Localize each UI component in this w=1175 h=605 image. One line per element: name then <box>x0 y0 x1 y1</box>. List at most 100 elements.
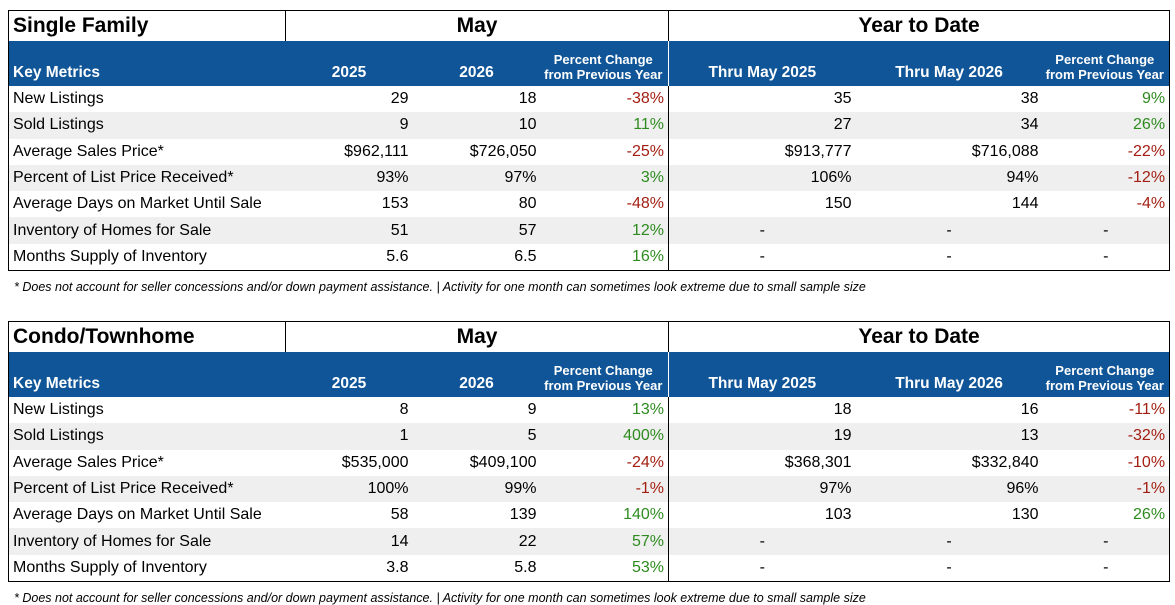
metric-value: $332,840 <box>855 449 1043 476</box>
metric-value: 34 <box>855 112 1043 139</box>
metric-value: $913,777 <box>668 138 856 165</box>
column-header-line: from Previous Year <box>544 378 663 393</box>
metric-value: 16 <box>855 397 1043 424</box>
group-header: Year to Date <box>668 321 1170 352</box>
metric-value: 153 <box>285 191 413 218</box>
column-header-line: Thru May 2025 <box>708 375 817 392</box>
metric-value: 80 <box>412 191 541 218</box>
metric-value: 27 <box>668 112 856 139</box>
data-row: Percent of List Price Received* 93% 97% 3% 1… <box>8 164 1170 192</box>
metric-value: -12% <box>1042 164 1170 192</box>
column-header: Thru May 2025 <box>668 41 856 86</box>
metric-value: -11% <box>1042 397 1170 424</box>
column-header: 2025 <box>285 41 413 86</box>
column-header-line: from Previous Year <box>1045 67 1164 82</box>
metric-value: - <box>1042 243 1170 271</box>
metric-value: -38% <box>540 86 669 113</box>
metric-value: 10 <box>412 112 541 139</box>
metric-value: -4% <box>1042 191 1170 218</box>
metric-value: 144 <box>855 191 1043 218</box>
metric-value: - <box>855 243 1043 271</box>
metric-value: 400% <box>540 423 669 450</box>
metric-label: Months Supply of Inventory <box>8 554 286 582</box>
metric-value: 97% <box>668 475 856 503</box>
metric-value: 19 <box>668 423 856 450</box>
metric-value: 11% <box>540 112 669 139</box>
data-row: New Listings 8 9 13% 18 16 -11% <box>8 397 1170 424</box>
column-header: Percent Change from Previous Year <box>1042 352 1170 397</box>
metric-value: 97% <box>412 164 541 192</box>
title-row: Condo/Townhome May Year to Date <box>9 321 1170 352</box>
metrics-table: Single Family May Year to Date Key Metrics 2… <box>8 10 1171 272</box>
metric-value: -32% <box>1042 423 1170 450</box>
group-header: May <box>284 10 669 41</box>
title-row: Single Family May Year to Date <box>9 10 1170 41</box>
column-header: Thru May 2026 <box>855 352 1043 397</box>
header-row: Key Metrics 2025 2026 Percent Change from Pr… <box>8 41 1170 86</box>
header-label: Key Metrics <box>8 352 286 397</box>
metric-value: 53% <box>540 554 669 582</box>
column-header: Percent Change from Previous Year <box>540 41 669 86</box>
metric-value: 103 <box>668 502 856 529</box>
data-row: Months Supply of Inventory 3.8 5.8 53% - - - <box>8 554 1170 582</box>
metric-value: 3% <box>540 164 669 192</box>
data-row: Sold Listings 9 10 11% 27 34 26% <box>8 112 1170 139</box>
metric-label: Percent of List Price Received* <box>8 164 286 192</box>
metric-value: 14 <box>285 528 413 555</box>
data-row: Sold Listings 1 5 400% 19 13 -32% <box>8 423 1170 450</box>
table-title: Single Family <box>13 14 149 37</box>
header-row: Key Metrics 2025 2026 Percent Change from Pr… <box>8 352 1170 397</box>
metric-label: New Listings <box>8 86 286 113</box>
metric-value: - <box>1042 528 1170 555</box>
metric-value: $368,301 <box>668 449 856 476</box>
metric-value: 6.5 <box>412 243 541 271</box>
metrics-table: Condo/Townhome May Year to Date Key Metrics… <box>8 321 1171 583</box>
metric-value: - <box>855 528 1043 555</box>
metric-value: 150 <box>668 191 856 218</box>
metric-value: 26% <box>1042 112 1170 139</box>
column-header: Percent Change from Previous Year <box>540 352 669 397</box>
metric-label: Average Days on Market Until Sale <box>8 191 286 218</box>
metric-value: 130 <box>855 502 1043 529</box>
metric-value: -1% <box>540 475 669 503</box>
metric-value: - <box>855 554 1043 582</box>
metric-value: 100% <box>285 475 413 503</box>
metric-value: 57% <box>540 528 669 555</box>
column-header: 2025 <box>285 352 413 397</box>
metric-value: 139 <box>412 502 541 529</box>
column-header-line: 2025 <box>331 64 367 81</box>
metric-value: 106% <box>668 164 856 192</box>
header-label: Key Metrics <box>8 41 286 86</box>
metric-label: Sold Listings <box>8 112 286 139</box>
metric-label: Inventory of Homes for Sale <box>8 217 286 244</box>
metric-value: 18 <box>668 397 856 424</box>
metric-value: 140% <box>540 502 669 529</box>
column-header-line: Percent Change <box>553 52 653 67</box>
metric-value: - <box>668 243 856 271</box>
metric-value: - <box>1042 554 1170 582</box>
column-header-line: from Previous Year <box>1045 378 1164 393</box>
metric-label: New Listings <box>8 397 286 424</box>
metric-value: -22% <box>1042 138 1170 165</box>
data-row: Average Sales Price* $535,000 $409,100 -24%… <box>8 449 1170 476</box>
metric-value: $716,088 <box>855 138 1043 165</box>
group-header: May <box>284 321 669 352</box>
metric-value: - <box>1042 217 1170 244</box>
metric-value: $535,000 <box>285 449 413 476</box>
column-header-line: Percent Change <box>1055 52 1155 67</box>
column-header-line: from Previous Year <box>544 67 663 82</box>
column-header: Thru May 2025 <box>668 352 856 397</box>
metric-value: 5.6 <box>285 243 413 271</box>
metric-label: Months Supply of Inventory <box>8 243 286 271</box>
metric-value: 3.8 <box>285 554 413 582</box>
metric-value: - <box>668 528 856 555</box>
metric-value: 51 <box>285 217 413 244</box>
metric-value: 18 <box>412 86 541 113</box>
metric-value: 58 <box>285 502 413 529</box>
metric-value: 1 <box>285 423 413 450</box>
table-title: Condo/Townhome <box>13 325 195 348</box>
metric-value: -25% <box>540 138 669 165</box>
column-header-line: 2025 <box>331 375 367 392</box>
metric-value: 94% <box>855 164 1043 192</box>
